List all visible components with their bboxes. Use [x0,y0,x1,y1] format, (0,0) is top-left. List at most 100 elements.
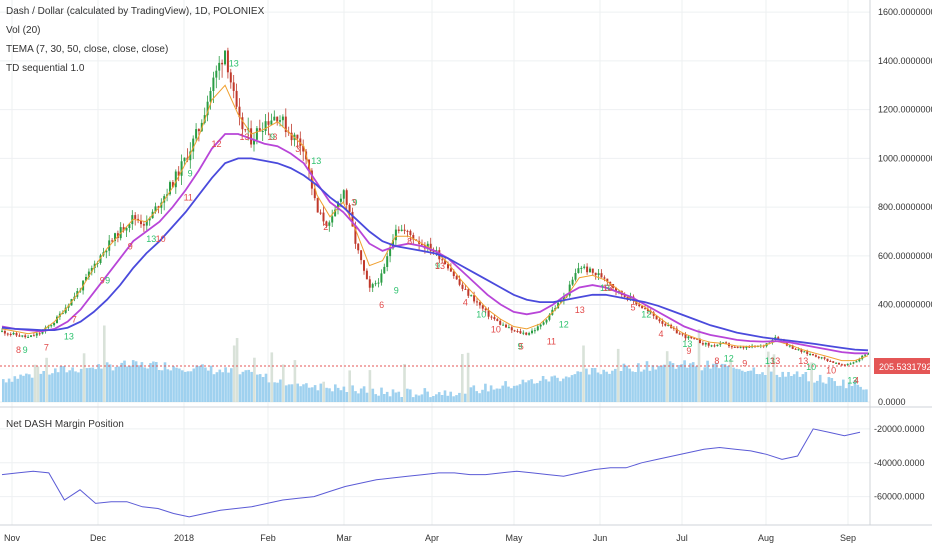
candle-body [832,361,835,363]
candle-body [279,120,281,122]
candle-body [111,240,114,242]
volume-bar [65,372,69,402]
x-tick-label: Jun [593,533,608,543]
volume-bar [455,395,458,402]
volume-bar [743,371,747,402]
td-label-red: 13 [575,305,585,315]
volume-bar [501,385,504,402]
volume-bar [42,371,45,402]
candle-body [218,62,221,71]
volume-bar [631,371,634,402]
candle-body [580,267,583,269]
volume-bar [137,365,141,402]
volume-bar [13,376,17,402]
volume-bar [689,363,692,402]
candle-body [30,335,32,337]
volume-bar [414,394,418,402]
candle-body [302,145,305,152]
candle-body [377,282,380,284]
candle-body [122,227,125,231]
candle-body [41,331,44,334]
volume-bar [322,381,325,402]
volume-bar [492,389,496,402]
volume-bar [19,374,22,402]
candle-body [403,229,406,231]
td-label-green: 12 [641,310,651,320]
candle-body [290,132,293,141]
volume-bar [215,372,219,402]
volume-bar [533,383,536,402]
candle-body [435,250,438,252]
candle-body [316,198,319,213]
candle-body [142,224,145,226]
td-label-red: 11 [184,193,193,203]
candle-body [322,212,325,222]
legend-td: TD sequential 1.0 [6,63,85,74]
volume-bar [772,354,776,402]
candle-body [299,138,302,146]
candle-body [507,327,510,329]
candle-body [838,362,840,365]
volume-bar [82,353,86,402]
candle-body [189,151,192,161]
volume-bar [593,368,597,402]
candle-body [493,317,496,320]
candle-body [351,211,354,227]
td-label-red: 9 [742,358,747,368]
candle-body [114,233,116,241]
volume-bar [865,389,868,402]
candle-body [264,121,267,131]
volume-bar [195,365,198,402]
candle-body [368,279,371,288]
candle-body [105,250,108,253]
volume-bar [567,377,571,402]
volume-bar [143,367,146,402]
volume-bar [10,381,14,402]
margin-line [1,428,861,518]
candle-body [85,277,87,281]
volume-bar [391,389,395,402]
candle-body [386,256,389,267]
volume-bar [146,368,149,402]
y-tick-label: 800.00000000 [878,202,932,212]
volume-bar [7,378,11,402]
candle-body [843,364,846,366]
candle-body [783,339,785,343]
candle-body [116,233,119,238]
volume-bar [334,384,337,402]
volume-bar [420,394,424,402]
volume-bar [380,387,383,402]
candle-body [557,302,560,309]
candle-body [484,308,487,311]
candle-body [777,337,780,340]
lower-y-tick-label: -20000.0000 [874,424,925,434]
volume-bar [839,385,842,402]
volume-bar [244,370,248,402]
candle-body [788,345,791,347]
volume-bar [207,370,210,402]
candle-body [6,333,9,335]
volume-bar [792,374,796,402]
volume-bar [48,374,51,402]
candle-body [360,250,363,261]
candle-body [449,268,452,272]
td-label-green: 13 [229,59,239,69]
candle-body [696,338,699,340]
candle-body [250,128,253,145]
volume-bar [209,365,213,402]
volume-bar [284,385,288,402]
volume-bar [429,397,432,402]
candle-body [855,361,858,363]
td-label-green: 9 [435,261,440,271]
volume-bar [397,391,401,402]
volume-bar [466,352,470,402]
candle-body [603,277,606,279]
candle-body [310,170,313,189]
candle-body [87,271,90,277]
volume-bar [117,366,121,402]
volume-bar [628,368,631,402]
volume-bar [169,370,172,402]
volume-bar [807,381,810,402]
volume-bar [30,377,34,402]
volume-bar [316,390,320,402]
